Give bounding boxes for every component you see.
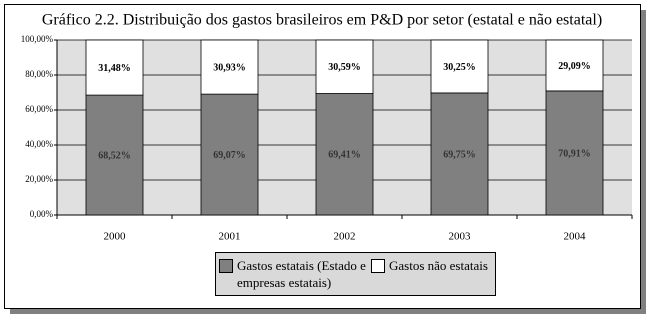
- bar-segment: [85, 94, 144, 216]
- data-label: 30,93%: [213, 62, 246, 73]
- bar-segment: [85, 39, 144, 96]
- legend-swatch: [371, 259, 385, 273]
- bar-segment: [430, 39, 489, 94]
- legend-label: Gastos não estatais: [389, 258, 488, 273]
- data-label: 69,41%: [328, 150, 361, 161]
- bar-segment: [545, 39, 604, 92]
- legend-label: Gastos estatais (Estado e empresas estat…: [237, 258, 366, 290]
- y-tick-label: 40,00%: [25, 139, 53, 149]
- legend-entry: Gastos estatais (Estado e empresas estat…: [219, 257, 367, 291]
- y-tick-label: 20,00%: [25, 174, 53, 184]
- data-label: 30,25%: [443, 62, 476, 73]
- y-tick-label: 60,00%: [25, 104, 53, 114]
- y-tick-label: 0,00%: [30, 209, 54, 219]
- y-tick-label: 80,00%: [25, 69, 53, 79]
- x-tick-label: 2003: [449, 231, 472, 243]
- bar-segment: [315, 93, 374, 216]
- data-label: 31,48%: [98, 63, 131, 74]
- chart-title: Gráfico 2.2. Distribuição dos gastos bra…: [42, 12, 602, 29]
- data-label: 70,91%: [558, 148, 591, 159]
- data-label: 29,09%: [558, 61, 591, 72]
- x-tick-label: 2004: [564, 231, 587, 243]
- data-label: 69,07%: [213, 150, 246, 161]
- bar-segment: [200, 39, 259, 95]
- legend-swatch: [219, 259, 233, 273]
- data-label: 69,75%: [443, 149, 476, 160]
- x-tick-label: 2001: [219, 231, 241, 243]
- data-label: 68,52%: [98, 150, 131, 161]
- x-tick-label: 2002: [334, 231, 356, 243]
- x-tick-label: 2000: [104, 231, 127, 243]
- y-tick-label: 100,00%: [21, 34, 54, 44]
- bar-segment: [430, 92, 489, 216]
- legend: Gastos estatais (Estado e empresas estat…: [215, 252, 496, 296]
- data-label: 30,59%: [328, 62, 361, 73]
- bar-segment: [315, 39, 374, 94]
- legend-entry: Gastos não estatais: [371, 257, 488, 291]
